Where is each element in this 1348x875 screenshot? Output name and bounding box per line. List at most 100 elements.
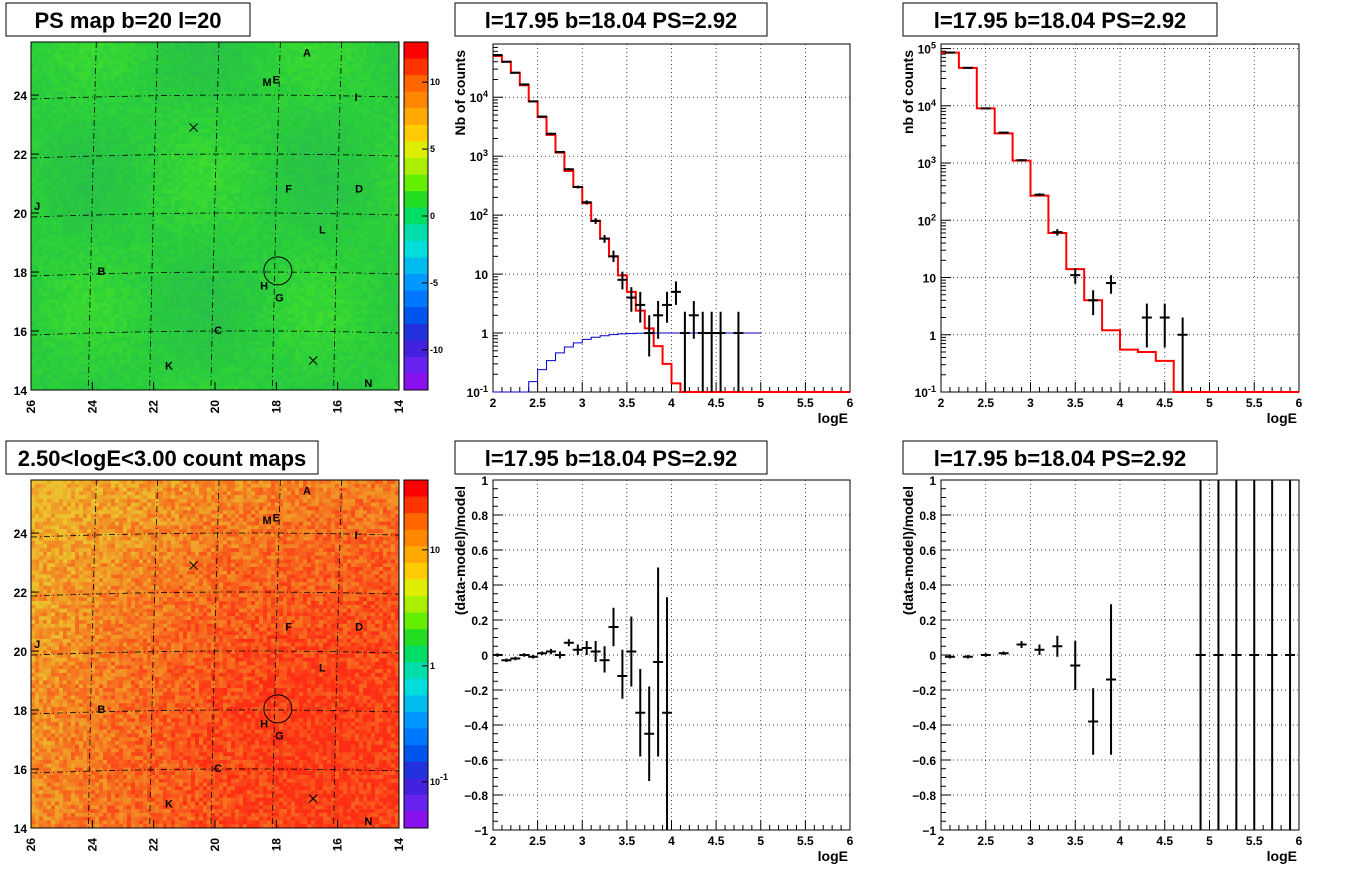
- map-0-ytick-label-16: 16: [14, 325, 28, 339]
- map-1-grid-l-24: [87, 479, 97, 829]
- map-1-grid-b-20: [30, 650, 400, 656]
- map-1-xtick-label-20: 20: [208, 838, 222, 852]
- map-1-grid-b-18: [30, 709, 400, 715]
- map-1-cb-step-15: [404, 728, 428, 746]
- map-1-cb-step-16: [404, 745, 428, 763]
- map-1-cb-step-13: [404, 695, 428, 713]
- map-1-grid-b-24: [30, 532, 400, 538]
- map-1-grid-b-16: [30, 768, 400, 774]
- plot-1-xtick-label-3: 3: [579, 396, 586, 410]
- map-0-title-text: PS map b=20 l=20: [34, 8, 221, 33]
- plot-5-xtick-label-3: 3: [1027, 834, 1034, 848]
- plot-1-xtick-label-3.5: 3.5: [619, 396, 636, 410]
- map-0-xtick-label-16: 16: [331, 400, 345, 414]
- map-0-cells: [31, 42, 400, 391]
- plot-5-xtick-label-3.5: 3.5: [1067, 834, 1084, 848]
- map-0-cb-step-1: [404, 58, 428, 76]
- plot-1-ytick-label-5: 104: [470, 89, 488, 105]
- map-0-marker-I: I: [355, 92, 358, 104]
- map-0-marker-K: K: [165, 360, 173, 372]
- map-0-grid-l-20: [210, 41, 220, 391]
- map-0-marker-E: E: [273, 74, 280, 86]
- plot-4-title-text: l=17.95 b=18.04 PS=2.92: [485, 446, 738, 471]
- plot-5-ytick-label-6: 0.2: [919, 614, 936, 628]
- plot-4-xtick-label-5: 5: [757, 834, 764, 848]
- plot-1-xtick-label-6: 6: [847, 396, 854, 410]
- map-0-ytick-label-14: 14: [14, 384, 28, 398]
- map-1-ps-circle: [263, 694, 293, 724]
- map-0-title: PS map b=20 l=20: [5, 2, 251, 37]
- map-1-marker-L: L: [319, 663, 326, 675]
- map-1-cb-step-9: [404, 629, 428, 647]
- map-0-marker-A: A: [303, 48, 311, 60]
- map-1-cb-step-10: [404, 645, 428, 663]
- map-0-xtick-label-18: 18: [269, 400, 283, 414]
- map-0-ytick-label-24: 24: [14, 89, 28, 103]
- map-0-ps-circle: [263, 256, 293, 286]
- plot-4-ytick-label-9: 0.8: [471, 509, 488, 523]
- map-0-marker-N: N: [364, 378, 372, 390]
- plot-2-xtick-label-6: 6: [1296, 396, 1303, 410]
- map-1-title-text: 2.50<logE<3.00 count maps: [18, 446, 307, 471]
- map-0-cb-step-20: [404, 373, 428, 391]
- map-1-grid-l-18: [271, 479, 281, 829]
- map-1-cross-1: [308, 794, 318, 803]
- map-1-cb-step-20: [404, 811, 428, 829]
- plot-1-title: l=17.95 b=18.04 PS=2.92: [454, 2, 768, 37]
- plot-5-ytick-label-10: 1: [929, 474, 936, 488]
- map-0-xtick-label-26: 26: [24, 400, 38, 414]
- plot-5-xtick-label-4: 4: [1117, 834, 1124, 848]
- map-0-marker-M: M: [263, 77, 272, 89]
- plot-1-ylabel: Nb of counts: [452, 50, 468, 136]
- plot-5-xlabel: logE: [1267, 848, 1297, 864]
- plot-5-xtick-label-6: 6: [1296, 834, 1303, 848]
- plot-2-ylabel: nb of counts: [900, 50, 916, 134]
- plot-1-title-text: l=17.95 b=18.04 PS=2.92: [485, 8, 738, 33]
- map-0-cb-step-6: [404, 141, 428, 159]
- plot-2-title: l=17.95 b=18.04 PS=2.92: [902, 2, 1218, 37]
- plot-5-xtick-label-5: 5: [1206, 834, 1213, 848]
- map-0-xtick-label-20: 20: [208, 400, 222, 414]
- plot-4-xtick-label-2.5: 2.5: [529, 834, 546, 848]
- map-1-ytick-label-20: 20: [14, 645, 28, 659]
- map-0-marker-C: C: [214, 325, 222, 337]
- map-1-cb-label-1: 1: [430, 661, 435, 671]
- map-1-marker-J: J: [34, 639, 40, 651]
- map-0-cb-step-15: [404, 290, 428, 308]
- map-1-ytick-label-22: 22: [14, 586, 28, 600]
- map-1-cb-step-2: [404, 513, 428, 531]
- plot-4-xtick-label-6: 6: [847, 834, 854, 848]
- plot-2-xtick-label-5.5: 5.5: [1246, 396, 1263, 410]
- plot-4-xtick-label-4.5: 4.5: [708, 834, 725, 848]
- map-1-title-box: [5, 440, 319, 475]
- plot-2-xtick-label-4: 4: [1117, 396, 1124, 410]
- map-1-marker-M: M: [263, 515, 272, 527]
- plot-4-ytick-label-2: −0.6: [464, 754, 488, 768]
- map-0-grid-l-16: [333, 41, 343, 391]
- plot-4-ytick-label-3: −0.4: [464, 719, 488, 733]
- map-1-marker-G: G: [275, 731, 284, 743]
- plot-1-xtick-label-2: 2: [490, 396, 497, 410]
- map-1-xtick-label-18: 18: [269, 838, 283, 852]
- plot-4-ytick-label-0: −1: [474, 824, 488, 838]
- plot-5-xtick-label-2.5: 2.5: [977, 834, 994, 848]
- map-0-grid-l-22: [149, 41, 159, 391]
- plot-2-xtick-label-2.5: 2.5: [977, 396, 994, 410]
- map-1-marker-A: A: [303, 486, 311, 498]
- map-1-marker-N: N: [364, 816, 372, 828]
- plot-1-xtick-label-4: 4: [668, 396, 675, 410]
- map-0-cb-step-7: [404, 158, 428, 175]
- plot-5-ytick-label-7: 0.4: [919, 579, 936, 593]
- plot-2-xtick-label-4.5: 4.5: [1156, 396, 1173, 410]
- map-1-cb-step-19: [404, 794, 428, 812]
- map-0-marker-H: H: [260, 281, 268, 293]
- plot-1-ytick-label-1: 1: [481, 327, 488, 341]
- plot-5-ytick-label-0: −1: [922, 824, 936, 838]
- map-0-cb-step-4: [404, 108, 428, 126]
- plot-2-data-points: [944, 51, 1188, 392]
- map-0-ytick-label-18: 18: [14, 266, 28, 280]
- map-1-grid-b-22: [30, 591, 400, 597]
- plot-5-title-text: l=17.95 b=18.04 PS=2.92: [934, 446, 1187, 471]
- plot-4-bg: [493, 480, 850, 830]
